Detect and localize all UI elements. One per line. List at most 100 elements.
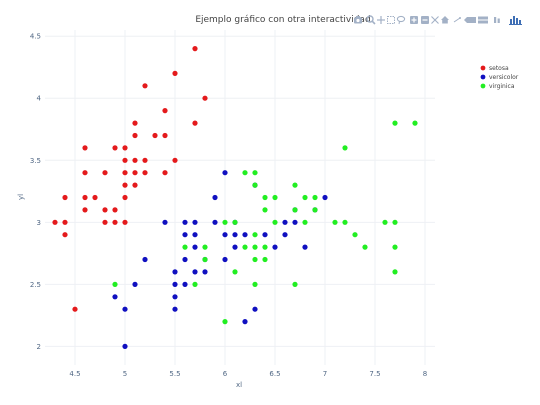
setosa-point[interactable]: [112, 207, 118, 213]
compare-data-icon[interactable]: [494, 17, 500, 23]
box-select-icon[interactable]: [387, 16, 395, 24]
virginica-point[interactable]: [222, 219, 228, 225]
zoom-out-icon[interactable]: [421, 16, 429, 24]
virginica-point[interactable]: [202, 244, 208, 250]
setosa-point[interactable]: [122, 157, 128, 163]
legend-item-setosa[interactable]: setosa: [480, 65, 509, 72]
virginica-point[interactable]: [262, 256, 268, 263]
setosa-point[interactable]: [132, 132, 138, 139]
versicolor-point[interactable]: [222, 170, 228, 176]
setosa-point[interactable]: [132, 182, 138, 188]
virginica-point[interactable]: [252, 256, 258, 263]
setosa-point[interactable]: [162, 108, 168, 114]
virginica-point[interactable]: [352, 232, 358, 238]
modebar[interactable]: [354, 15, 522, 25]
setosa-point[interactable]: [192, 120, 198, 126]
versicolor-point[interactable]: [182, 232, 188, 238]
virginica-point[interactable]: [312, 207, 318, 213]
lasso-select-icon[interactable]: [396, 15, 406, 25]
versicolor-point[interactable]: [162, 219, 168, 225]
versicolor-point[interactable]: [222, 256, 228, 263]
setosa-point[interactable]: [82, 145, 88, 151]
reset-axes-icon[interactable]: [441, 16, 449, 24]
setosa-point[interactable]: [62, 232, 68, 238]
setosa-point[interactable]: [82, 170, 88, 176]
versicolor-point[interactable]: [122, 343, 128, 349]
virginica-point[interactable]: [232, 219, 238, 225]
virginica-point[interactable]: [292, 182, 298, 188]
versicolor-point[interactable]: [192, 219, 198, 225]
virginica-point[interactable]: [412, 120, 418, 126]
setosa-point[interactable]: [192, 46, 198, 52]
versicolor-point[interactable]: [172, 281, 178, 287]
setosa-point[interactable]: [102, 207, 108, 213]
setosa-point[interactable]: [62, 219, 68, 225]
setosa-point[interactable]: [162, 132, 168, 139]
legend-item-virginica[interactable]: virginica: [480, 83, 515, 90]
setosa-point[interactable]: [122, 145, 128, 151]
virginica-point[interactable]: [222, 319, 228, 325]
setosa-point[interactable]: [122, 219, 128, 225]
virginica-point[interactable]: [332, 219, 338, 225]
virginica-point[interactable]: [342, 145, 348, 151]
setosa-point[interactable]: [112, 145, 118, 151]
virginica-point[interactable]: [242, 244, 248, 250]
versicolor-point[interactable]: [242, 232, 248, 238]
virginica-point[interactable]: [312, 194, 318, 201]
virginica-point[interactable]: [392, 219, 398, 225]
autoscale-icon[interactable]: [431, 16, 439, 24]
virginica-point[interactable]: [112, 281, 118, 287]
virginica-point[interactable]: [252, 281, 258, 287]
virginica-point[interactable]: [392, 120, 398, 126]
legend-item-versicolor[interactable]: versicolor: [480, 74, 519, 81]
setosa-point[interactable]: [52, 219, 58, 225]
virginica-point[interactable]: [252, 170, 258, 176]
versicolor-point[interactable]: [182, 281, 188, 287]
virginica-point[interactable]: [262, 244, 268, 250]
virginica-point[interactable]: [302, 194, 308, 201]
versicolor-point[interactable]: [212, 219, 218, 225]
versicolor-point[interactable]: [132, 281, 138, 287]
setosa-point[interactable]: [92, 194, 98, 201]
virginica-point[interactable]: [242, 170, 248, 176]
virginica-point[interactable]: [392, 244, 398, 250]
camera-icon[interactable]: [354, 16, 362, 24]
virginica-point[interactable]: [382, 219, 388, 225]
setosa-point[interactable]: [102, 219, 108, 225]
versicolor-point[interactable]: [272, 244, 278, 250]
setosa-point[interactable]: [112, 219, 118, 225]
setosa-point[interactable]: [132, 157, 138, 163]
versicolor-point[interactable]: [212, 194, 218, 201]
versicolor-point[interactable]: [322, 194, 328, 201]
virginica-point[interactable]: [182, 244, 188, 250]
versicolor-point[interactable]: [282, 232, 288, 238]
zoom-icon[interactable]: [366, 15, 376, 25]
setosa-point[interactable]: [132, 170, 138, 176]
virginica-point[interactable]: [262, 194, 268, 201]
virginica-point[interactable]: [292, 207, 298, 213]
virginica-point[interactable]: [362, 244, 368, 250]
versicolor-point[interactable]: [302, 244, 308, 250]
virginica-point[interactable]: [202, 256, 208, 263]
virginica-point[interactable]: [342, 219, 348, 225]
setosa-point[interactable]: [102, 170, 108, 176]
virginica-point[interactable]: [292, 281, 298, 287]
setosa-point[interactable]: [172, 157, 178, 163]
virginica-point[interactable]: [262, 207, 268, 213]
versicolor-point[interactable]: [222, 232, 228, 238]
setosa-point[interactable]: [82, 207, 88, 213]
setosa-point[interactable]: [172, 70, 178, 76]
versicolor-point[interactable]: [282, 219, 288, 225]
versicolor-point[interactable]: [182, 219, 188, 225]
versicolor-point[interactable]: [182, 256, 188, 263]
hover-closest-icon[interactable]: [464, 17, 476, 23]
legend[interactable]: setosa versicolor virginica: [480, 65, 519, 90]
versicolor-point[interactable]: [172, 294, 178, 300]
versicolor-point[interactable]: [262, 232, 268, 238]
virginica-point[interactable]: [252, 244, 258, 250]
virginica-point[interactable]: [272, 194, 278, 201]
virginica-point[interactable]: [252, 182, 258, 188]
hover-compare-icon[interactable]: [478, 16, 488, 24]
virginica-point[interactable]: [302, 219, 308, 225]
setosa-point[interactable]: [152, 132, 158, 139]
